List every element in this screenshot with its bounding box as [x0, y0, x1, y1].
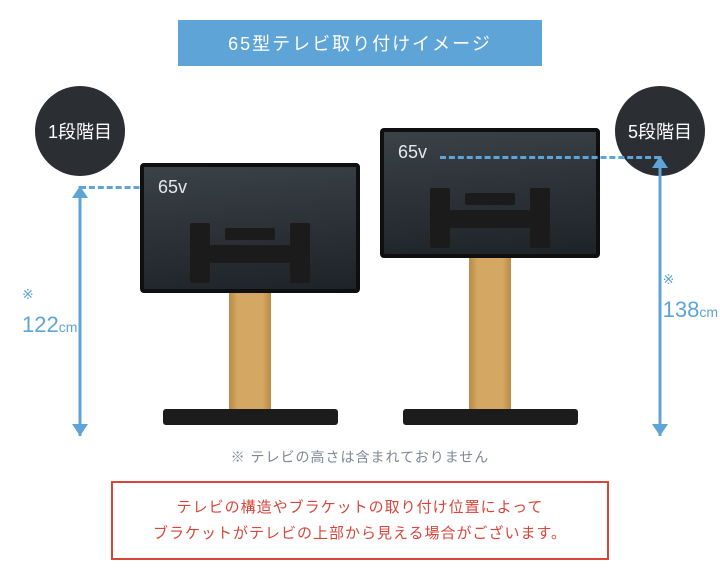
warning-box: テレビの構造やブラケットの取り付け位置によって ブラケットがテレビの上部から見え…	[111, 481, 609, 560]
left-dimension-col: 1段階目 ※ 122cm	[20, 96, 140, 425]
height-value: 122	[22, 312, 59, 337]
right-dim-arrow	[659, 156, 662, 436]
asterisk: ※	[22, 286, 34, 302]
comparison-row: 1段階目 ※ 122cm 65v	[20, 96, 700, 425]
height-unit: cm	[699, 304, 718, 320]
arrow-head-icon	[652, 424, 668, 436]
bracket-icon	[190, 223, 310, 283]
tv-stand-left: 65v	[140, 163, 360, 425]
infographic-root: 65型テレビ取り付けイメージ 1段階目 ※ 122cm 65v	[0, 0, 720, 570]
tv-stand-right: 65v	[380, 128, 600, 425]
stands-group: 65v 65v	[140, 96, 600, 425]
stand-base	[403, 409, 578, 425]
height-value: 138	[663, 297, 700, 322]
right-dash-line	[440, 156, 660, 159]
tv-size-label: 65v	[158, 177, 187, 198]
right-arrow-zone: ※ 138cm	[600, 96, 720, 425]
arrow-head-icon	[72, 424, 88, 436]
left-height-label: ※ 122cm	[22, 286, 77, 338]
tv-size-label: 65v	[398, 142, 427, 163]
warning-line1: テレビの構造やブラケットの取り付け位置によって	[177, 499, 544, 516]
right-height-label: ※ 138cm	[663, 271, 718, 323]
arrow-head-icon	[72, 186, 88, 198]
left-arrow-zone: ※ 122cm	[20, 96, 140, 425]
stand-pole	[229, 291, 271, 411]
title-bar: 65型テレビ取り付けイメージ	[178, 20, 542, 66]
right-dimension-col: 5段階目 ※ 138cm	[600, 96, 720, 425]
height-unit: cm	[59, 319, 78, 335]
left-dim-arrow	[79, 186, 82, 436]
arrow-head-icon	[652, 156, 668, 168]
tv-screen-left: 65v	[140, 163, 360, 293]
tv-screen-right: 65v	[380, 128, 600, 258]
asterisk: ※	[663, 271, 675, 287]
stand-pole	[469, 256, 511, 411]
bracket-icon	[430, 188, 550, 248]
warning-line2: ブラケットがテレビの上部から見える場合がございます。	[153, 525, 567, 542]
stand-base	[163, 409, 338, 425]
footnote: ※ テレビの高さは含まれておりません	[231, 447, 490, 467]
